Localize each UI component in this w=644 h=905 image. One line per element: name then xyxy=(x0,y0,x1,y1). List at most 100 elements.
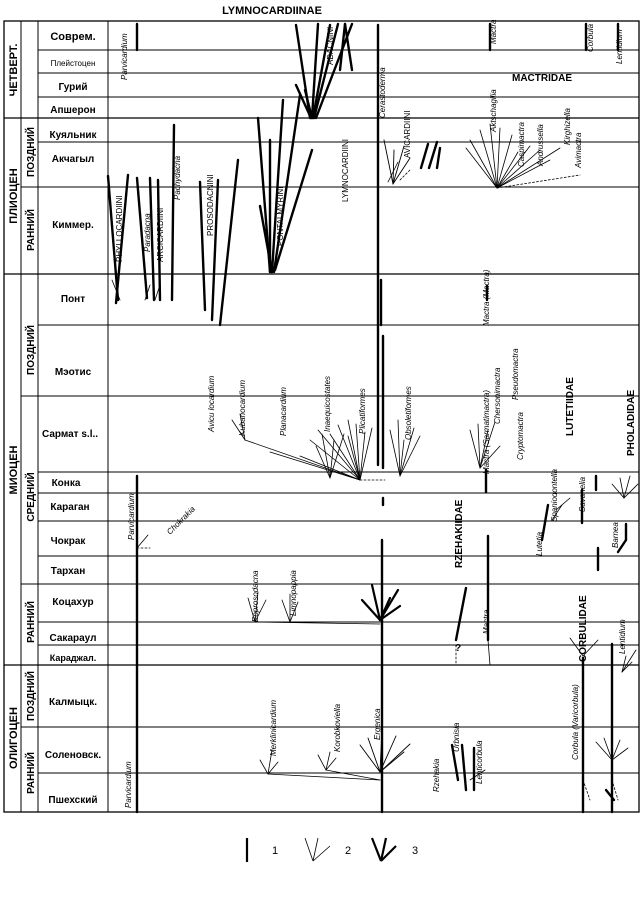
epoch-label: РАННИЙ xyxy=(24,209,37,251)
branch-line xyxy=(317,754,327,771)
group-label: ARCICARDIINI xyxy=(156,208,165,262)
taxon-label: Mactra xyxy=(489,19,498,44)
branch-line xyxy=(389,429,401,477)
epoch-label: ПОЗДНИЙ xyxy=(24,671,37,721)
taxon-label: Ergenica xyxy=(373,708,382,740)
epoch-label: СРЕДНИЙ xyxy=(24,472,37,521)
link-line xyxy=(611,779,619,801)
taxon-label: Corbula xyxy=(586,23,595,52)
branch-line xyxy=(611,483,625,499)
branch-line xyxy=(392,157,411,185)
branch-line xyxy=(479,421,496,469)
range-bar xyxy=(273,148,314,272)
legend: 1 2 3 xyxy=(245,837,418,862)
taxon-label: Chersonimactra xyxy=(493,367,502,424)
stage-label: Сакараул xyxy=(50,633,97,644)
range-bar xyxy=(272,93,302,274)
group-label: ADACNINI xyxy=(326,27,335,65)
branch-line xyxy=(496,134,513,189)
taxon-label: Limnopappia xyxy=(289,570,298,616)
stage-label: Акчагыл xyxy=(52,154,95,165)
stage-label: Тархан xyxy=(51,566,86,577)
period-labels: ЧЕТВЕРТ. ПЛИОЦЕН МИОЦЕН ОЛИГОЦЕН xyxy=(8,44,20,769)
lineages xyxy=(106,22,639,814)
branch-line xyxy=(144,284,151,301)
taxon-label: Parvicardium xyxy=(120,33,129,80)
branch-line xyxy=(111,279,121,301)
range-bar xyxy=(314,22,354,120)
branch-line xyxy=(399,435,421,477)
stage-label: Чокрак xyxy=(51,536,87,547)
branch-line xyxy=(489,123,498,189)
period-label: ОЛИГОЦЕН xyxy=(8,707,20,769)
branch-line xyxy=(136,534,149,549)
branch-line xyxy=(611,739,621,761)
stage-label: Мэотис xyxy=(55,367,92,378)
range-bar xyxy=(454,586,468,642)
taxon-label: Kubanocardium xyxy=(238,380,247,436)
stage-label: Пшехский xyxy=(48,795,97,806)
taxon-label: Parvicardium xyxy=(124,761,133,808)
branch-line xyxy=(397,419,401,477)
branch-line xyxy=(469,139,498,189)
range-bar xyxy=(198,180,207,312)
branch-line xyxy=(347,435,361,481)
branch-line xyxy=(315,445,331,479)
range-bar xyxy=(540,503,550,542)
group-labels: PHYLLOCARDIINI ARCICARDIINI PROSODACNINI… xyxy=(115,27,412,262)
taxon-label: Mactra xyxy=(482,609,491,634)
range-bar xyxy=(616,538,628,554)
stage-label: Куяльник xyxy=(49,130,97,141)
branch-line xyxy=(392,145,405,185)
branch-line xyxy=(496,127,501,189)
family-label: LUTETIIDAE xyxy=(565,377,576,436)
branch-line xyxy=(231,419,246,441)
range-bar xyxy=(312,22,340,120)
branch-line xyxy=(479,129,498,189)
taxon-label: Spaniodontella xyxy=(550,469,559,522)
taxon-label: Lenticorbula xyxy=(475,740,484,784)
family-label: RZEHAKIIDAE xyxy=(454,499,465,568)
stage-label: Понт xyxy=(61,294,85,305)
branch-line xyxy=(582,639,599,657)
branch-line xyxy=(611,747,629,761)
range-bar xyxy=(311,23,332,120)
taxon-label: Savanelia xyxy=(578,476,587,512)
taxon-label: Paradacna xyxy=(143,213,152,252)
branch-line xyxy=(496,145,531,189)
epoch-label: РАННИЙ xyxy=(24,752,37,794)
taxon-label: Mactra (Sarmatimactra) xyxy=(482,390,491,474)
taxon-label: Merklinicardium xyxy=(269,700,278,756)
taxon-label: Plicatiformes xyxy=(358,388,367,434)
branch-line xyxy=(378,604,402,622)
stage-label: Гурий xyxy=(58,82,87,93)
branch-line xyxy=(378,588,400,622)
legend-label: 3 xyxy=(412,845,418,857)
link-line xyxy=(582,779,591,801)
branch-line xyxy=(329,439,335,479)
branch-line xyxy=(281,599,291,623)
branch-line xyxy=(269,451,361,481)
branch-line xyxy=(299,455,361,481)
stage-label: Апшерон xyxy=(50,105,95,116)
taxon-label: Parvicardium xyxy=(127,493,136,540)
stage-label: Соврем. xyxy=(50,31,95,43)
epoch-label: ПОЗДНИЙ xyxy=(24,325,37,375)
branch-line xyxy=(321,433,331,479)
table-frame xyxy=(3,20,640,813)
taxon-label: Obsoletiformes xyxy=(404,386,413,440)
branch-line xyxy=(370,583,382,622)
branch-line xyxy=(555,497,571,511)
branch-line xyxy=(623,475,631,499)
taxon-label: Caspimactra xyxy=(517,122,526,167)
branch-line xyxy=(267,773,381,781)
group-label: LYMNOCARDIINI xyxy=(341,139,350,202)
branch-line xyxy=(259,759,269,775)
legend-swatch-thin-branch xyxy=(304,837,331,862)
taxon-label: Cerastoderma xyxy=(378,67,387,118)
taxon-label: Aktschagilia xyxy=(489,89,498,133)
branch-line xyxy=(469,429,481,469)
branch-line xyxy=(379,743,411,773)
taxon-label: Rzehakia xyxy=(432,758,441,792)
